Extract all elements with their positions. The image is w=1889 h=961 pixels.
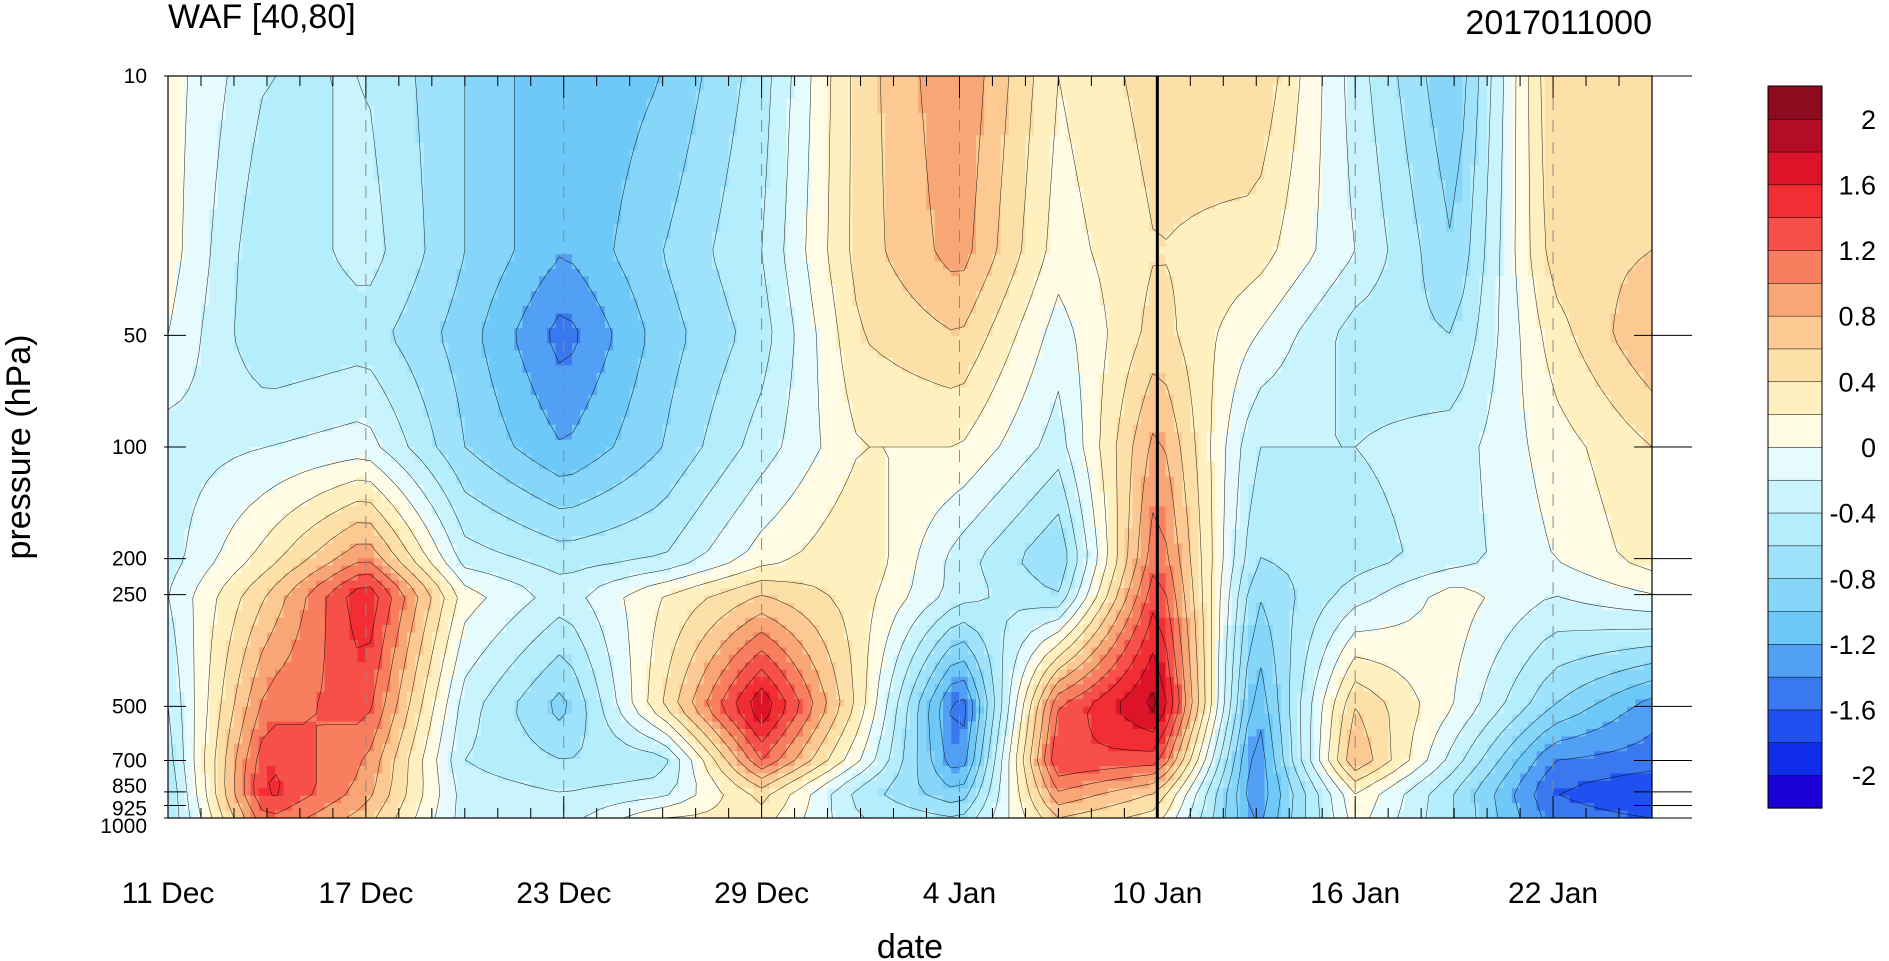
colorbar-label: 0.8 <box>1838 302 1876 332</box>
colorbar-swatch <box>1767 774 1823 809</box>
chart-date-stamp: 2017011000 <box>1465 4 1652 42</box>
colorbar-label: 2 <box>1861 105 1876 135</box>
y-tick-label: 1000 <box>100 815 147 838</box>
y-tick-label: 250 <box>112 584 147 607</box>
colorbar-swatch <box>1767 512 1823 547</box>
y-tick-label: 500 <box>112 695 147 718</box>
colorbar-swatch <box>1767 85 1823 120</box>
y-tick-label: 925 <box>112 797 147 820</box>
colorbar-swatch <box>1767 742 1823 776</box>
colorbar-swatch <box>1767 381 1823 415</box>
y-tick-label: 10 <box>124 65 147 88</box>
chart-title: WAF [40,80] <box>168 0 356 36</box>
colorbar-label: -0.8 <box>1829 564 1876 594</box>
y-tick-label: 100 <box>112 436 147 459</box>
colorbar-label: -2 <box>1852 761 1876 791</box>
colorbar-swatch <box>1767 610 1823 645</box>
colorbar-swatch <box>1767 315 1823 350</box>
x-tick-label: 29 Dec <box>714 877 809 910</box>
colorbar-swatch <box>1767 479 1823 514</box>
colorbar-swatch <box>1767 676 1823 711</box>
x-tick-label: 10 Jan <box>1112 877 1202 910</box>
colorbar-swatch <box>1767 709 1823 744</box>
colorbar-swatch <box>1767 578 1823 612</box>
colorbar-swatch <box>1767 184 1823 218</box>
x-tick-label: 16 Jan <box>1310 877 1400 910</box>
y-tick-label: 850 <box>112 775 147 798</box>
x-tick-label: 23 Dec <box>516 877 611 910</box>
x-tick-label: 17 Dec <box>318 877 413 910</box>
x-axis-label: date <box>877 928 943 961</box>
colorbar-label: -1.2 <box>1829 630 1876 660</box>
colorbar-label: 1.2 <box>1838 236 1876 266</box>
x-tick-label: 11 Dec <box>122 877 215 910</box>
colorbar-label: 1.6 <box>1838 170 1876 200</box>
colorbar-swatch <box>1767 151 1823 186</box>
contour-lines <box>168 76 1652 818</box>
colorbar-label: -1.6 <box>1829 696 1876 726</box>
colorbar-swatch <box>1767 282 1823 317</box>
colorbar-swatch <box>1767 348 1823 383</box>
colorbar-swatch <box>1767 413 1823 448</box>
colorbar-swatch <box>1767 249 1823 284</box>
colorbar-swatch <box>1767 545 1823 579</box>
y-tick-label: 50 <box>124 324 147 347</box>
colorbar: 2 1.6 1.2 0.8 0.4 0 -0.4 -0.8 -1.2 -1.6 -2 <box>1767 85 1876 809</box>
y-tick-label: 700 <box>112 750 147 773</box>
colorbar-swatch <box>1767 643 1823 678</box>
colorbar-label: 0 <box>1861 433 1876 463</box>
colorbar-label: 0.4 <box>1838 367 1876 397</box>
contour-field <box>168 76 1652 818</box>
x-tick-label: 22 Jan <box>1508 877 1598 910</box>
x-tick-label: 4 Jan <box>923 877 996 910</box>
y-tick-label: 200 <box>112 548 147 571</box>
colorbar-swatch <box>1767 446 1823 481</box>
y-axis-label: pressure (hPa) <box>0 335 38 560</box>
colorbar-label: -0.4 <box>1829 499 1876 529</box>
colorbar-swatch <box>1767 217 1823 251</box>
colorbar-swatch <box>1767 118 1823 153</box>
x-axis: 11 Dec 17 Dec 23 Dec 29 Dec 4 Jan 10 Jan 16 Ja… <box>122 76 1653 910</box>
